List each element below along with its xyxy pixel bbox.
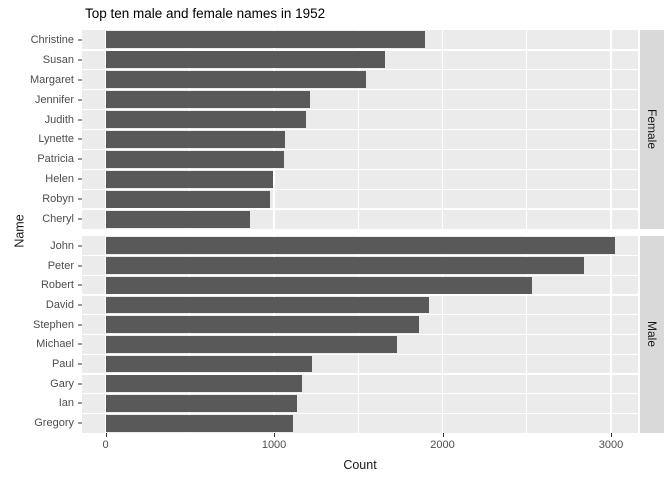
x-axis-title: Count [343,458,377,472]
y-tick-mark [78,324,82,326]
row-gridline [82,274,638,277]
y-tick-mark [78,119,82,121]
panel-female [82,30,638,229]
row-gridline [82,373,638,375]
bar-robyn [105,190,270,208]
x-axis: 0 1000 2000 3000 [82,433,638,458]
row-gridline [82,69,638,71]
y-tick-label: Helen [45,173,74,186]
bar-gregory [105,414,293,432]
x-tick-label: 2000 [430,439,455,451]
y-tick-mark [78,343,82,345]
y-tick-label: Cheryl [42,213,74,226]
bar-lynette [105,130,285,148]
y-tick-mark [78,265,82,267]
y-tick-mark [78,422,82,424]
y-tick-mark [78,284,82,286]
y-axis-labels-female: Christine Susan Margaret Jennifer Judith Lyne… [0,30,82,229]
y-tick-mark [78,59,82,61]
bar-cheryl [105,210,250,228]
row-gridline [82,128,638,131]
y-tick-label: Peter [47,259,74,272]
y-tick-label: David [45,298,74,311]
y-tick-label: Robyn [42,193,74,206]
x-tick-label: 1000 [261,439,287,451]
facet-strip-male: Male [640,236,664,433]
row-gridline [82,168,638,170]
bar-robert [105,276,532,294]
y-tick-mark [78,402,82,404]
bar-paul [105,355,312,373]
y-tick-label: Margaret [29,73,74,86]
x-tick-mark [442,433,444,437]
bar-michael [105,335,398,353]
y-tick-mark [78,218,82,220]
y-tick-mark [78,363,82,365]
facet-strip-label-male: Male [645,321,659,348]
row-gridline [82,49,638,51]
bar-john [105,237,616,255]
x-tick-mark [105,433,107,437]
y-tick-label: Paul [51,358,74,371]
bar-stephen [105,316,419,334]
bar-gary [105,375,302,393]
row-gridline [82,255,638,257]
bar-david [105,296,430,314]
y-tick-mark [78,79,82,81]
y-tick-label: Stephen [33,318,74,331]
facet-strip-female: Female [640,30,664,229]
y-tick-label: Patricia [37,153,74,166]
bar-peter [105,257,585,274]
x-tick-label: 0 [102,439,109,451]
bar-helen [105,170,274,188]
y-tick-mark [78,138,82,140]
y-tick-mark [78,39,82,41]
bar-margaret [105,71,366,89]
y-tick-label: Gary [50,377,74,390]
y-tick-mark [78,304,82,306]
x-tick-label: 3000 [598,439,624,451]
row-gridline [82,353,638,355]
row-gridline [82,314,638,316]
bar-susan [105,51,386,69]
bar-jennifer [105,91,311,109]
bar-christine [105,31,425,49]
y-tick-label: Jennifer [34,93,74,106]
chart-title: Top ten male and female names in 1952 [85,6,326,21]
y-tick-label: Judith [44,113,74,126]
bar-judith [105,111,307,129]
y-tick-mark [78,198,82,200]
y-tick-label: Susan [42,53,74,66]
row-gridline [82,333,638,336]
y-axis-labels-male: John Peter Robert David Stephen Michael Paul Ga… [0,236,82,433]
row-gridline [82,392,638,395]
y-tick-mark [78,158,82,160]
row-gridline [82,412,638,414]
row-gridline [82,294,638,296]
row-gridline [82,89,638,91]
x-tick-mark [611,433,613,437]
y-tick-label: Michael [36,338,74,351]
y-tick-mark [78,99,82,101]
bar-patricia [105,150,285,168]
row-gridline [82,208,638,210]
y-tick-label: Ian [58,397,74,410]
y-tick-mark [78,178,82,180]
x-tick-mark [274,433,276,437]
bar-ian [105,395,297,412]
y-tick-label: Lynette [38,133,74,146]
y-tick-label: Christine [30,33,74,46]
row-gridline [82,148,638,151]
y-tick-label: Robert [40,279,74,292]
panel-male [82,236,638,433]
y-tick-label: John [50,239,74,252]
row-gridline [82,188,638,190]
facet-strip-label-female: Female [645,109,659,150]
y-tick-label: Gregory [34,417,74,430]
row-gridline [82,108,638,111]
y-tick-mark [78,383,82,385]
y-tick-mark [78,245,82,247]
